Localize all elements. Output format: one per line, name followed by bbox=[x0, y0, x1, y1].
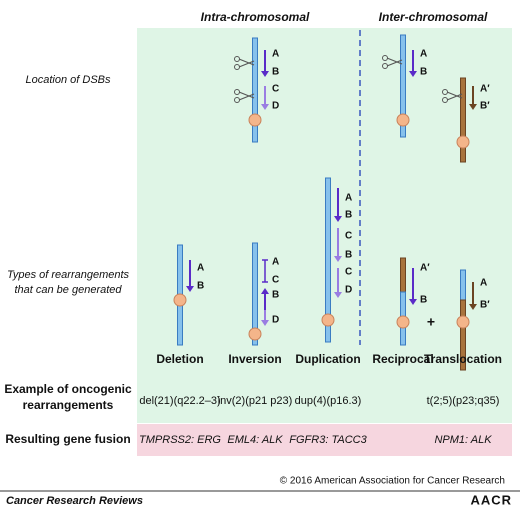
chromosome bbox=[460, 269, 466, 301]
arrow-head bbox=[261, 288, 269, 294]
rearrangement-name: Translocation bbox=[424, 352, 502, 366]
gene-fusion: TMPRSS2: ERG bbox=[139, 434, 221, 446]
logo: AACR bbox=[470, 492, 512, 507]
scissors bbox=[234, 64, 240, 70]
segment-label: C bbox=[272, 275, 279, 286]
pink-panel bbox=[137, 424, 512, 456]
arrow-head bbox=[334, 256, 342, 262]
row-label: Resulting gene fusion bbox=[5, 432, 130, 446]
chromosome bbox=[252, 242, 258, 346]
centromere bbox=[456, 135, 470, 149]
chromosome bbox=[325, 177, 331, 343]
gene-fusion: EML4: ALK bbox=[227, 434, 283, 446]
segment-label: D bbox=[272, 315, 279, 326]
chromosome bbox=[252, 37, 258, 143]
segment-label: A bbox=[345, 193, 352, 204]
chromosome bbox=[460, 299, 466, 371]
arrow-head bbox=[261, 71, 269, 77]
segment-label: C bbox=[345, 231, 352, 242]
scissors bbox=[382, 63, 388, 69]
centromere bbox=[396, 315, 410, 329]
scissors bbox=[382, 55, 388, 61]
segment-label: B bbox=[420, 67, 427, 78]
green-panel bbox=[137, 28, 512, 423]
scissors bbox=[238, 91, 255, 99]
row-label: Types of rearrangements bbox=[7, 269, 130, 281]
segment-label: B bbox=[345, 250, 352, 261]
segment-label: B bbox=[345, 210, 352, 221]
row-label: Example of oncogenic bbox=[4, 382, 132, 396]
scissors bbox=[446, 91, 463, 99]
arrow-head bbox=[469, 104, 477, 110]
scissors bbox=[238, 93, 255, 101]
segment-label: B′ bbox=[480, 101, 490, 112]
rearrangement-name: Deletion bbox=[156, 352, 203, 366]
scissors bbox=[442, 89, 448, 95]
segment-label: B′ bbox=[480, 300, 490, 311]
segment-label: A′ bbox=[480, 84, 490, 95]
centromere bbox=[173, 293, 187, 307]
segment-label: B bbox=[420, 295, 427, 306]
segment-label: A bbox=[480, 278, 487, 289]
example: del(21)(q22.2–3) bbox=[139, 395, 220, 407]
segment-label: B bbox=[197, 281, 204, 292]
segment-label: B bbox=[272, 67, 279, 78]
segment-label: A bbox=[272, 257, 279, 268]
row-label: that can be generated bbox=[14, 284, 122, 296]
arrow-head bbox=[186, 286, 194, 292]
rearrangement-name: Duplication bbox=[295, 352, 360, 366]
segment-label: D bbox=[345, 285, 352, 296]
segment-label: A bbox=[420, 49, 427, 60]
arrow-head bbox=[409, 71, 417, 77]
example: t(2;5)(p23;q35) bbox=[427, 395, 500, 407]
arrow-head bbox=[261, 320, 269, 326]
scissors bbox=[234, 97, 240, 103]
example: dup(4)(p16.3) bbox=[295, 395, 362, 407]
header: Inter-chromosomal bbox=[379, 10, 488, 24]
chromosome bbox=[460, 77, 466, 163]
segment-label: C bbox=[345, 267, 352, 278]
scissors bbox=[234, 89, 240, 95]
example: inv(2)(p21 p23) bbox=[218, 395, 293, 407]
segment-label: B bbox=[272, 290, 279, 301]
arrow-head bbox=[469, 304, 477, 310]
segment-label: A bbox=[197, 263, 204, 274]
scissors bbox=[442, 97, 448, 103]
rearrangement-name: Reciprocal bbox=[372, 352, 433, 366]
centromere bbox=[248, 113, 262, 127]
segment-label: D bbox=[272, 101, 279, 112]
arrow-head bbox=[261, 104, 269, 110]
centromere bbox=[456, 315, 470, 329]
arrow-head bbox=[334, 216, 342, 222]
row-label: Location of DSBs bbox=[26, 74, 111, 86]
scissors bbox=[238, 58, 255, 66]
scissors bbox=[446, 93, 463, 101]
chromosome bbox=[400, 257, 406, 293]
gene-fusion: NPM1: ALK bbox=[434, 434, 492, 446]
row-label: rearrangements bbox=[23, 398, 114, 412]
segment-label: A bbox=[272, 49, 279, 60]
chromosome bbox=[400, 34, 406, 138]
centromere bbox=[396, 113, 410, 127]
scissors bbox=[234, 56, 240, 62]
gene-fusion: FGFR3: TACC3 bbox=[289, 434, 367, 446]
scissors bbox=[386, 59, 403, 67]
scissors bbox=[238, 60, 255, 68]
arrow-head bbox=[334, 292, 342, 298]
segment-label: C bbox=[272, 84, 279, 95]
journal: Cancer Research Reviews bbox=[6, 495, 143, 507]
segment-label: A′ bbox=[420, 263, 430, 274]
scissors bbox=[386, 57, 403, 65]
centromere bbox=[321, 313, 335, 327]
copyright: © 2016 American Association for Cancer R… bbox=[280, 476, 505, 487]
rearrangement-name: Inversion bbox=[228, 352, 281, 366]
centromere bbox=[248, 327, 262, 341]
arrow-head bbox=[409, 299, 417, 305]
header: Intra-chromosomal bbox=[201, 10, 310, 24]
plus: + bbox=[427, 314, 435, 330]
